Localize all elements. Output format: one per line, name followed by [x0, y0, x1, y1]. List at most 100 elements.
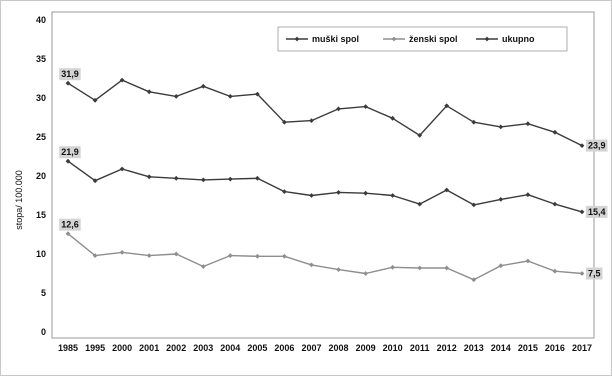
y-tick-label: 20 [36, 171, 46, 181]
x-tick-label: 2005 [247, 343, 267, 353]
data-point-ukupno [255, 175, 260, 181]
data-point-muski-spol [146, 89, 152, 95]
x-tick-label: 2003 [193, 343, 213, 353]
data-point-ukupno [173, 175, 179, 181]
data-point-ukupno [309, 193, 314, 198]
y-tick-label: 0 [41, 327, 46, 337]
data-point-ukupno [227, 176, 233, 182]
data-point-muski-spol [309, 118, 314, 123]
data-point-zenski-spol [525, 258, 531, 264]
data-point-muski-spol [200, 83, 206, 89]
data-point-muski-spol [525, 121, 531, 127]
x-tick-label: 2014 [491, 343, 511, 353]
data-point-zenski-spol [309, 262, 314, 268]
data-point-muski-spol [336, 106, 341, 112]
data-point-ukupno [552, 201, 558, 207]
data-label-text: 7,5 [588, 269, 601, 279]
data-point-zenski-spol [282, 253, 287, 259]
x-tick-label: 2004 [220, 343, 240, 353]
data-point-muski-spol [173, 94, 179, 99]
data-point-zenski-spol [552, 268, 558, 274]
data-point-zenski-spol [336, 267, 341, 272]
x-tick-label: 2008 [328, 343, 348, 353]
data-point-muski-spol [119, 77, 125, 83]
data-point-ukupno [336, 190, 341, 195]
data-label-bg [59, 218, 81, 231]
data-point-zenski-spol [255, 253, 260, 259]
x-tick-label: 2010 [383, 343, 403, 353]
data-point-muski-spol [65, 80, 71, 86]
data-label-bg [59, 68, 81, 81]
data-point-zenski-spol [119, 250, 125, 255]
data-point-muski-spol [255, 91, 260, 97]
data-point-zenski-spol [363, 271, 368, 276]
data-point-ukupno [119, 166, 125, 172]
data-point-zenski-spol [146, 253, 152, 258]
data-point-muski-spol [282, 119, 287, 125]
data-point-ukupno [471, 202, 477, 208]
data-label-bg [586, 205, 608, 218]
data-point-muski-spol [498, 124, 504, 130]
data-point-zenski-spol [65, 231, 71, 237]
data-point-muski-spol [471, 119, 477, 125]
data-point-zenski-spol [173, 251, 179, 257]
data-point-ukupno [65, 158, 71, 164]
data-point-muski-spol [579, 143, 585, 148]
data-point-ukupno [92, 178, 98, 184]
legend-box [277, 26, 568, 52]
series-line-ukupno [67, 160, 583, 213]
legend-label-zenski-spol: ženski spol [409, 34, 458, 44]
data-point-zenski-spol [390, 264, 395, 270]
x-tick-label: 1995 [85, 343, 105, 353]
data-point-ukupno [525, 192, 531, 198]
y-tick-label: 35 [36, 54, 46, 64]
data-label-text: 12,6 [61, 220, 79, 230]
y-tick-label: 15 [36, 210, 46, 220]
x-tick-label: 2001 [139, 343, 159, 353]
legend-label-muski-spol: muški spol [312, 34, 359, 44]
x-tick-label: 2012 [437, 343, 457, 353]
data-point-zenski-spol [444, 265, 450, 271]
data-label-text: 15,4 [588, 207, 606, 217]
y-axis-label: stopa/ 100.000 [14, 170, 24, 230]
data-label: 15,4 [586, 205, 608, 218]
data-point-ukupno [498, 197, 504, 202]
y-tick-label: 5 [41, 288, 46, 298]
data-point-zenski-spol [200, 264, 206, 269]
x-tick-label: 2016 [545, 343, 565, 353]
data-label: 12,6 [59, 218, 81, 231]
x-tick-label: 2006 [274, 343, 294, 353]
data-label: 31,9 [59, 68, 81, 81]
data-label-bg [586, 267, 603, 280]
data-label-bg [586, 139, 608, 152]
data-point-ukupno [146, 174, 152, 180]
legend-marker-muski-spol [294, 36, 300, 42]
data-point-ukupno [444, 187, 450, 193]
series-line-zenski-spol [67, 233, 583, 281]
x-tick-label: 2000 [112, 343, 132, 353]
data-point-ukupno [390, 193, 395, 198]
data-label-text: 21,9 [61, 147, 79, 157]
data-point-ukupno [417, 201, 423, 207]
x-tick-label: 2002 [166, 343, 186, 353]
data-point-ukupno [579, 209, 585, 215]
legend-label-ukupno: ukupno [502, 34, 535, 44]
data-point-muski-spol [92, 97, 98, 103]
data-label-text: 23,9 [588, 141, 606, 151]
y-tick-label: 30 [36, 93, 46, 103]
x-tick-label: 1985 [58, 343, 78, 353]
data-point-muski-spol [552, 129, 558, 135]
data-point-muski-spol [363, 104, 368, 109]
data-label: 7,5 [586, 267, 603, 280]
data-point-muski-spol [417, 133, 423, 138]
legend-marker-zenski-spol [391, 36, 397, 42]
data-label: 21,9 [59, 146, 81, 159]
x-tick-label: 2013 [464, 343, 484, 353]
data-point-muski-spol [227, 94, 233, 99]
x-tick-label: 2009 [356, 343, 376, 353]
series-line-muski-spol [67, 79, 583, 147]
x-tick-label: 2011 [410, 343, 430, 353]
data-label-text: 31,9 [61, 69, 79, 79]
y-tick-label: 10 [36, 249, 46, 259]
